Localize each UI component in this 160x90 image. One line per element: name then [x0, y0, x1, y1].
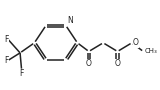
- Text: O: O: [115, 59, 120, 68]
- Text: N: N: [67, 16, 73, 25]
- Text: O: O: [86, 59, 92, 68]
- Text: F: F: [19, 69, 24, 78]
- Text: CH₃: CH₃: [144, 48, 157, 54]
- Text: F: F: [4, 56, 9, 65]
- Text: O: O: [133, 38, 139, 47]
- Text: F: F: [4, 35, 9, 44]
